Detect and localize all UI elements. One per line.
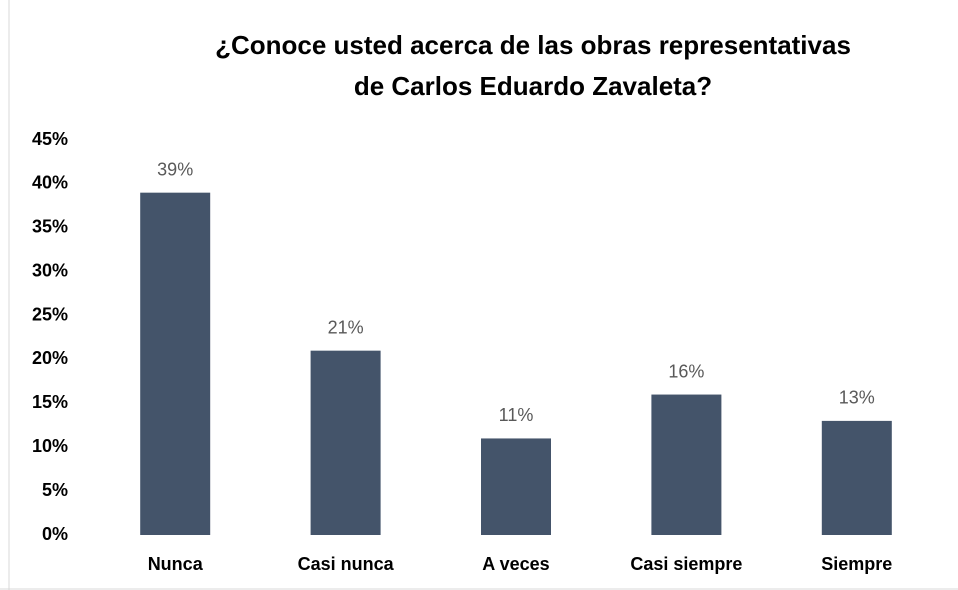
y-tick-label: 15% <box>32 392 68 412</box>
x-tick-label: Casi nunca <box>298 554 395 574</box>
x-tick-label: Nunca <box>148 554 204 574</box>
y-tick-label: 30% <box>32 260 68 280</box>
y-tick-label: 35% <box>32 217 68 237</box>
y-tick-label: 20% <box>32 348 68 368</box>
data-label: 39% <box>157 159 193 179</box>
y-tick-label: 10% <box>32 436 68 456</box>
data-label: 21% <box>328 317 364 337</box>
bar <box>310 350 381 535</box>
data-label: 13% <box>839 388 875 408</box>
y-tick-label: 25% <box>32 304 68 324</box>
bar <box>481 438 551 535</box>
data-label: 16% <box>668 361 704 381</box>
chart-title: ¿Conoce usted acerca de las obras repres… <box>215 30 851 60</box>
chart-title: de Carlos Eduardo Zavaleta? <box>354 71 712 101</box>
bar <box>821 420 892 535</box>
x-tick-label: Siempre <box>821 554 892 574</box>
y-tick-label: 45% <box>32 129 68 149</box>
bar <box>651 394 722 535</box>
x-tick-label: A veces <box>482 554 549 574</box>
bar <box>140 192 211 535</box>
x-tick-label: Casi siempre <box>630 554 742 574</box>
y-tick-label: 40% <box>32 173 68 193</box>
data-label: 11% <box>499 405 534 425</box>
y-tick-label: 0% <box>42 524 68 544</box>
y-tick-label: 5% <box>42 480 68 500</box>
